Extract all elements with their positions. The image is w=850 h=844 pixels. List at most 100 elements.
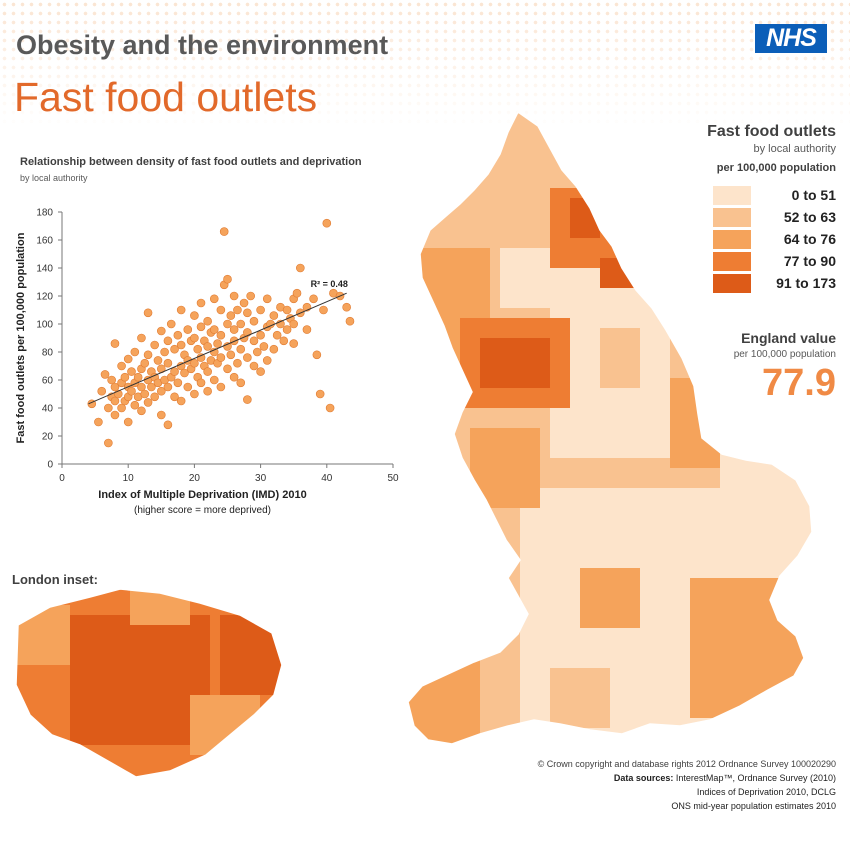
- scatter-point: [120, 372, 130, 382]
- scatter-point: [262, 356, 272, 365]
- scatter-point: [233, 305, 242, 315]
- scatter-point: [180, 368, 189, 378]
- scatter-point: [243, 353, 252, 362]
- scatter-point: [216, 305, 226, 315]
- london-inset-label: London inset:: [12, 572, 98, 587]
- legend-swatch: [713, 273, 751, 293]
- england-value: 77.9: [762, 362, 836, 404]
- map-region: [720, 448, 812, 568]
- scatter-point: [256, 305, 265, 315]
- scatter-point: [196, 298, 206, 308]
- scatter-point: [345, 316, 355, 326]
- legend-item: 52 to 63: [713, 206, 836, 228]
- scatter-point: [123, 354, 133, 364]
- london-map-regions: [16, 589, 282, 777]
- scatter-point: [137, 406, 146, 416]
- scatter-point: [130, 347, 140, 357]
- scatter-axes: 0 10 20 30 40 50 0 20 40 60 80 100 120 140 160 180: [36, 208, 399, 485]
- scatter-point: [252, 347, 262, 357]
- scatter-point: [223, 274, 232, 284]
- scatter-point: [110, 410, 120, 420]
- y-tick-label: 120: [36, 292, 53, 303]
- x-tick-label: 30: [255, 473, 267, 484]
- data-sources-label: Data sources:: [613, 773, 674, 783]
- scatter-point: [173, 378, 183, 388]
- legend-title: Fast food outlets: [707, 123, 836, 140]
- scatter-point: [219, 227, 229, 236]
- scatter-point: [123, 417, 133, 427]
- y-tick-label: 20: [42, 432, 54, 443]
- scatter-point: [163, 420, 173, 430]
- scatter-point: [249, 361, 259, 371]
- scatter-point: [256, 367, 265, 376]
- scatter-point: [166, 319, 176, 329]
- scatter-point: [262, 294, 272, 304]
- scatter-point: [269, 344, 279, 354]
- scatter-point: [153, 356, 163, 365]
- legend-swatch: [713, 251, 751, 271]
- page-subtitle: Fast food outlets: [14, 74, 318, 120]
- scatter-point: [259, 342, 269, 351]
- copyright-text: © Crown copyright and database rights 20…: [537, 759, 836, 769]
- scatter-point: [282, 305, 292, 315]
- scatter-point: [196, 322, 206, 332]
- scatter-point: [183, 382, 193, 392]
- scatter-point: [110, 396, 120, 406]
- y-tick-label: 140: [36, 264, 53, 275]
- scatter-point: [127, 367, 136, 376]
- scatter-point: [236, 344, 246, 354]
- scatter-point: [236, 319, 246, 329]
- scatter-point: [143, 398, 153, 407]
- scatter-point: [176, 340, 186, 350]
- scatter-point: [170, 344, 179, 354]
- scatter-point: [249, 336, 259, 346]
- data-sources-line: Data sources: InterestMap™, Ordnance Sur…: [538, 771, 836, 785]
- y-tick-label: 100: [36, 320, 53, 331]
- scatter-point: [170, 392, 179, 402]
- scatter-point: [193, 344, 203, 354]
- header-dot-pattern: [0, 0, 850, 130]
- scatter-point: [104, 438, 113, 448]
- scatter-point: [117, 361, 126, 371]
- x-tick-label: 50: [387, 473, 399, 484]
- scatter-point: [243, 395, 252, 404]
- trend-line: [88, 292, 347, 405]
- map-region: [190, 695, 260, 755]
- legend-swatch: [713, 229, 751, 249]
- scatter-point: [233, 358, 242, 368]
- scatter-point: [312, 350, 322, 360]
- scatter-point: [127, 386, 136, 396]
- scatter-point: [110, 339, 120, 348]
- scatter-point: [150, 392, 159, 402]
- map-region: [70, 615, 210, 745]
- england-outline: [407, 110, 813, 745]
- legend-item: 91 to 173: [713, 272, 836, 294]
- map-region: [570, 198, 600, 238]
- map-region: [550, 668, 610, 728]
- scatter-point: [150, 340, 159, 350]
- scatter-point: [209, 375, 219, 385]
- scatter-point: [209, 294, 219, 304]
- map-region: [600, 328, 640, 388]
- legend-item-label: 64 to 76: [783, 231, 836, 247]
- data-source-2: Indices of Deprivation 2010, DCLG: [696, 787, 836, 797]
- y-tick-label: 0: [47, 460, 53, 471]
- scatter-point: [342, 302, 351, 312]
- y-tick-label: 60: [42, 376, 54, 387]
- y-axis-label: Fast food outlets per 100,000 population: [15, 232, 27, 443]
- legend-swatch: [713, 207, 751, 227]
- scatter-point: [256, 330, 265, 340]
- scatter-point: [289, 339, 299, 348]
- data-source-3: ONS mid-year population estimates 2010: [671, 801, 836, 811]
- scatter-point: [296, 263, 305, 273]
- england-value-unit: per 100,000 population: [733, 349, 836, 360]
- map-region: [580, 568, 640, 628]
- england-map: [407, 110, 813, 745]
- scatter-point: [117, 403, 126, 413]
- scatter-point: [216, 382, 226, 392]
- scatter-point: [163, 336, 173, 346]
- scatter-point: [226, 311, 236, 320]
- scatter-point: [309, 294, 318, 304]
- map-region: [480, 338, 550, 388]
- scatter-point: [209, 325, 219, 334]
